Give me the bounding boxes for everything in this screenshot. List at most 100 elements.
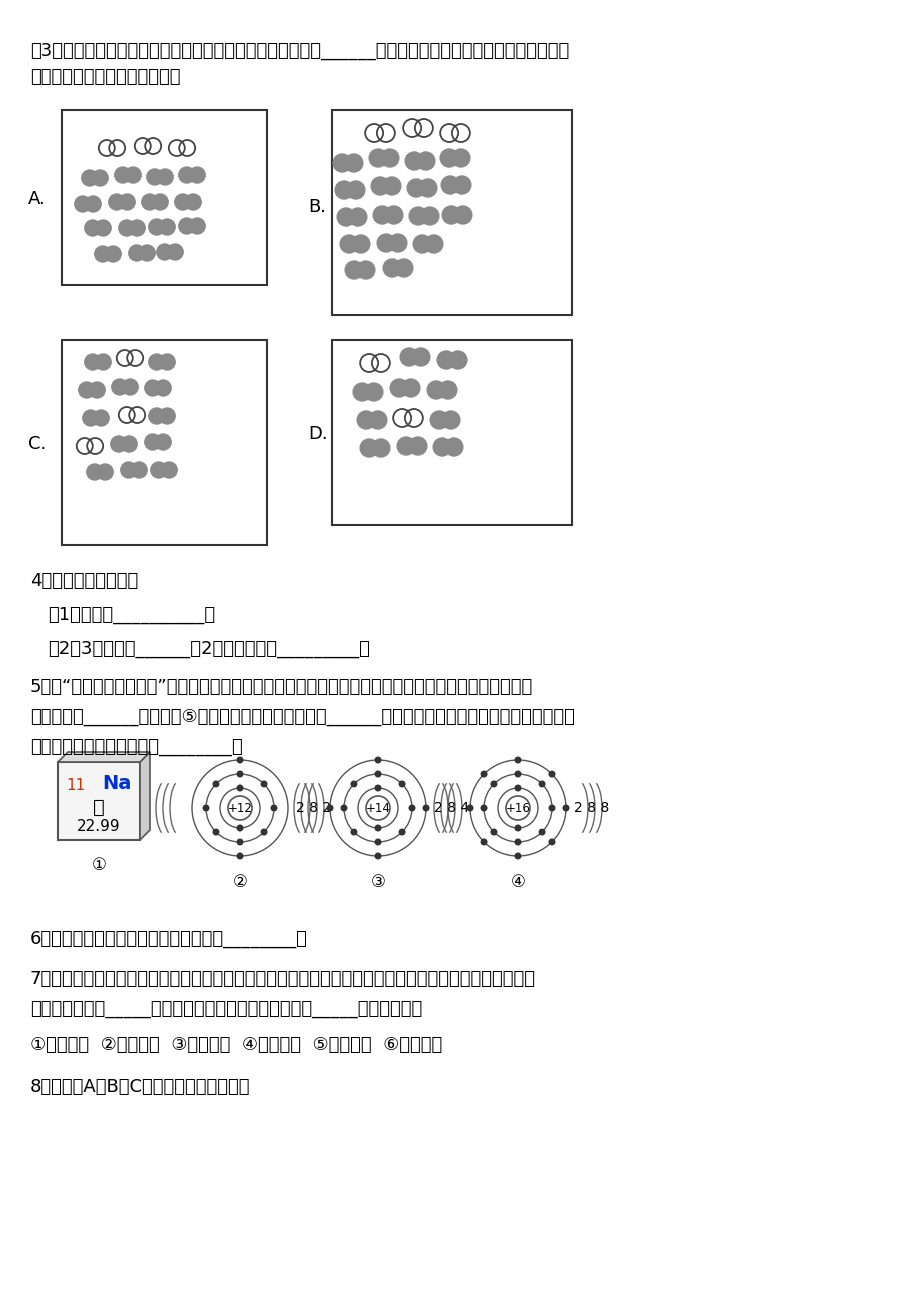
Circle shape [365,383,382,401]
Text: 明粒子运动的是_____，能说明粒子不同，性质不同的是_____。（填序号）: 明粒子运动的是_____，能说明粒子不同，性质不同的是_____。（填序号） [30,1000,422,1018]
Circle shape [92,171,108,186]
Circle shape [357,411,375,428]
Circle shape [389,234,406,253]
Circle shape [151,462,166,478]
Bar [62,340,267,546]
Circle shape [159,219,175,234]
Circle shape [346,181,365,199]
Circle shape [359,439,378,457]
Text: （3）用微观示意图表示空气的主要成分，下图中最合理的是______（填序号）。资料：在同温同压下，气体: （3）用微观示意图表示空气的主要成分，下图中最合理的是______（填序号）。资… [30,42,569,60]
Circle shape [442,206,460,224]
Circle shape [178,217,195,234]
Circle shape [384,206,403,224]
Text: 6、能保持五氧化二磷化学性质的粒子是________。: 6、能保持五氧化二磷化学性质的粒子是________。 [30,930,308,948]
Circle shape [441,411,460,428]
Circle shape [335,181,353,199]
Circle shape [82,171,97,186]
Circle shape [333,154,351,172]
Circle shape [122,379,138,395]
Circle shape [438,381,457,398]
Circle shape [420,207,438,225]
Circle shape [426,381,445,398]
Text: 2 8 4: 2 8 4 [434,801,469,815]
Circle shape [562,805,568,811]
Circle shape [121,436,137,452]
Circle shape [189,167,205,184]
Circle shape [371,439,390,457]
Circle shape [439,148,458,167]
Circle shape [129,220,145,236]
Circle shape [149,408,165,424]
Text: 5、在“宏观－微观－符号”之间建立联系是化学学科特有的思维方式。下图所表示的四种元素均位于元素: 5、在“宏观－微观－符号”之间建立联系是化学学科特有的思维方式。下图所表示的四种… [30,678,533,697]
Circle shape [86,464,103,480]
Circle shape [491,781,496,786]
Circle shape [515,825,520,831]
Circle shape [390,379,408,397]
Bar [332,340,572,525]
Circle shape [448,352,466,368]
Circle shape [399,829,404,835]
Text: 原子个数由多到少的顺序是________。: 原子个数由多到少的顺序是________。 [30,738,243,756]
Circle shape [375,840,380,845]
Circle shape [110,436,127,452]
Circle shape [409,805,414,811]
Circle shape [83,410,98,426]
Text: 钗: 钗 [93,798,105,816]
Circle shape [351,781,357,786]
Circle shape [491,829,496,835]
Circle shape [505,796,529,820]
Circle shape [108,194,125,210]
Text: ①: ① [92,855,107,874]
Circle shape [159,408,175,424]
Circle shape [159,354,175,370]
Circle shape [375,853,380,859]
Circle shape [237,785,243,790]
Circle shape [85,354,101,370]
Circle shape [144,380,161,396]
Circle shape [412,348,429,366]
Circle shape [167,243,183,260]
Circle shape [175,194,190,210]
Text: +12: +12 [227,802,252,815]
Circle shape [353,383,370,401]
Circle shape [515,771,520,777]
Circle shape [515,758,520,763]
Circle shape [149,219,165,234]
Text: （1）磷元素__________。: （1）磷元素__________。 [48,605,215,624]
Circle shape [129,245,144,260]
Circle shape [178,167,195,184]
Circle shape [237,758,243,763]
Text: ③: ③ [370,874,385,891]
Circle shape [382,177,401,195]
Bar [58,762,140,840]
Circle shape [515,840,520,845]
Circle shape [481,840,486,845]
Circle shape [161,462,177,478]
Text: C.: C. [28,435,46,453]
Circle shape [155,380,171,396]
Circle shape [373,206,391,224]
Circle shape [351,234,369,253]
Circle shape [348,208,367,227]
Polygon shape [140,753,150,840]
Circle shape [549,771,554,777]
Circle shape [433,437,450,456]
Circle shape [369,148,387,167]
Circle shape [112,379,128,395]
Circle shape [375,758,380,763]
Circle shape [340,234,357,253]
Text: ②: ② [233,874,247,891]
Circle shape [481,805,486,811]
Circle shape [85,220,101,236]
Text: 周期表中第______周期；图⑤对应的微粒可用符号表示为______；相同质量的钗、镇、铝三种金属中所含: 周期表中第______周期；图⑤对应的微粒可用符号表示为______；相同质量的… [30,708,574,727]
Circle shape [380,148,399,167]
Circle shape [416,152,435,171]
Circle shape [345,260,363,279]
Text: 2 8 2: 2 8 2 [296,801,331,815]
Text: ①美酒飘香  ②盐戏糖甜  ③干冰升华  ④轮胎爆胎  ⑤热脹冷缩  ⑥水银非银: ①美酒飘香 ②盐戏糖甜 ③干冰升华 ④轮胎爆胎 ⑤热脹冷缩 ⑥水银非银 [30,1036,442,1055]
Circle shape [185,194,201,210]
Text: +14: +14 [365,802,390,815]
Circle shape [445,437,462,456]
Circle shape [142,194,158,210]
Circle shape [441,176,459,194]
